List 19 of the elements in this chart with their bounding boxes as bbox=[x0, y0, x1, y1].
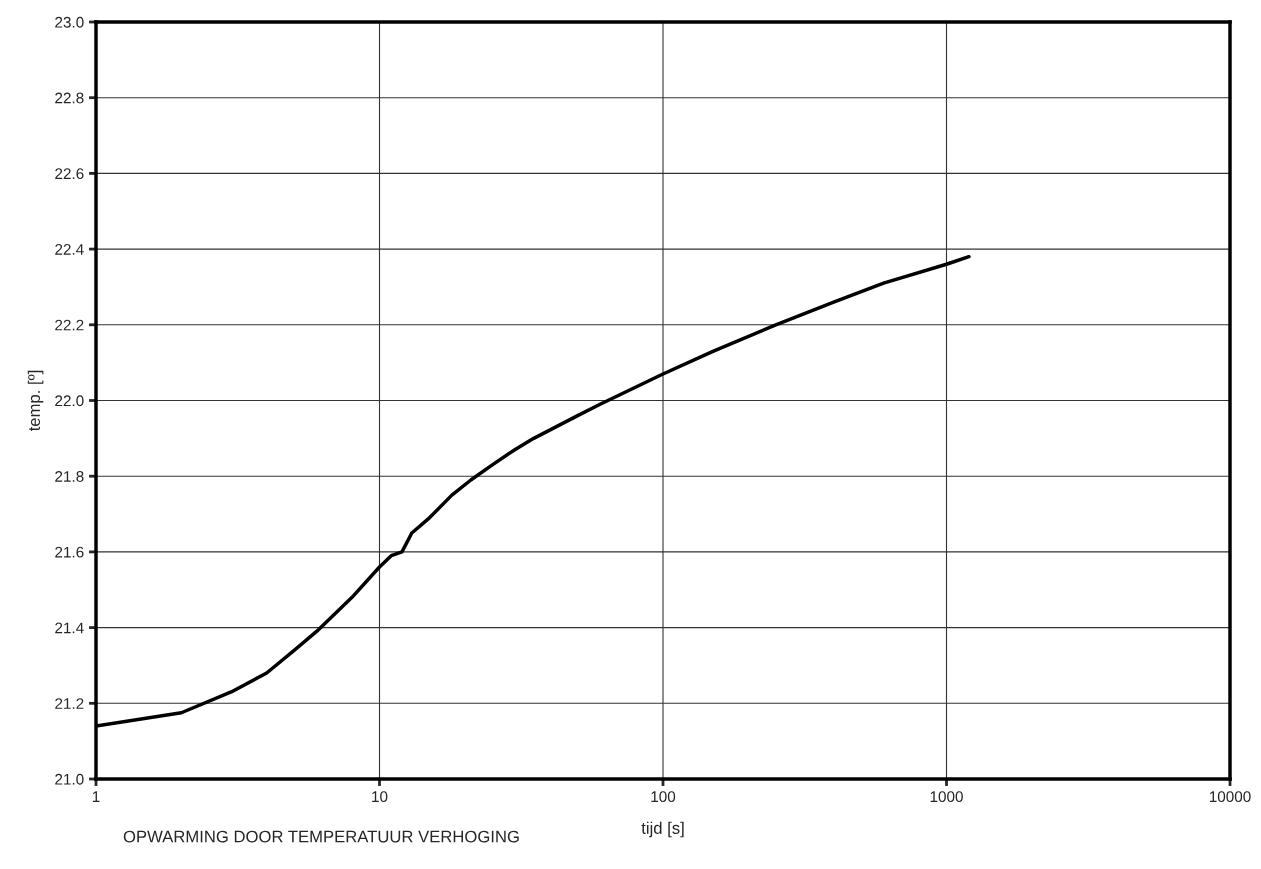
x-tick-label: 10000 bbox=[1209, 791, 1251, 803]
y-tick-label: 22.6 bbox=[55, 168, 84, 180]
y-axis-title: temp. [º] bbox=[27, 370, 44, 432]
x-axis-title: tijd [s] bbox=[641, 821, 684, 838]
y-tick-label: 22.4 bbox=[55, 243, 84, 255]
y-tick-label: 21.4 bbox=[55, 622, 84, 634]
x-tick-label: 100 bbox=[651, 791, 676, 803]
x-tick-label: 1 bbox=[92, 791, 100, 802]
x-tick-label: 10 bbox=[372, 791, 388, 803]
y-tick-label: 21.6 bbox=[55, 546, 84, 558]
y-tick-label: 21.8 bbox=[55, 471, 84, 482]
y-tick-label: 21.0 bbox=[55, 773, 84, 785]
y-tick-label: 23.0 bbox=[55, 16, 84, 28]
x-tick-label: 1000 bbox=[930, 791, 963, 803]
text: OPWARMING DOOR TEMPERATUUR VERHOGING bbox=[123, 830, 519, 843]
y-tick-label: 22.8 bbox=[55, 92, 84, 104]
y-tick-label: 21.2 bbox=[55, 698, 84, 709]
y-tick-label: 22.2 bbox=[55, 319, 84, 331]
y-tick-label: 22.0 bbox=[55, 395, 84, 407]
